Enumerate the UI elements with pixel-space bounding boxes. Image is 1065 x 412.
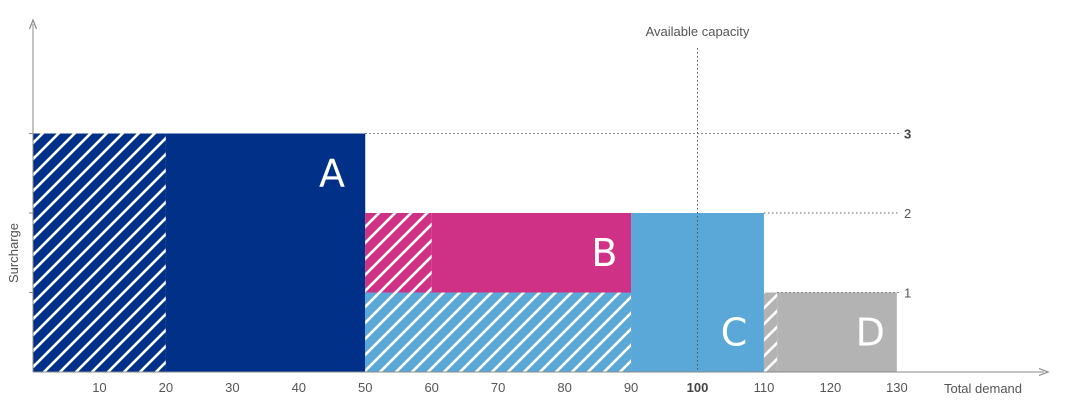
x-tick-label-50: 50 xyxy=(358,380,372,395)
axes xyxy=(28,18,1050,377)
y-tick-label-1: 1 xyxy=(904,286,911,301)
x-tick-label-10: 10 xyxy=(92,380,106,395)
x-tick-label-90: 90 xyxy=(624,380,638,395)
x-tick-label-70: 70 xyxy=(491,380,505,395)
segment-a-solid-1 xyxy=(165,133,366,372)
segment-label-d: D xyxy=(856,310,885,354)
y-tick-label-3: 3 xyxy=(904,127,911,142)
x-tick-label-120: 120 xyxy=(820,380,842,395)
y-axis-arrow xyxy=(28,18,38,30)
segment-label-b: B xyxy=(591,231,617,275)
x-tick-label-60: 60 xyxy=(424,380,438,395)
segment-b-solid-3 xyxy=(431,213,632,293)
segment-d-solid-7 xyxy=(777,292,897,372)
x-tick-label-130: 130 xyxy=(886,380,908,395)
guide-lines xyxy=(365,48,899,372)
segment-label-c: C xyxy=(721,310,748,354)
x-axis-arrow xyxy=(1038,367,1050,377)
x-tick-label-30: 30 xyxy=(225,380,239,395)
capacity-line-label: Available capacity xyxy=(646,24,750,39)
segment-a-hatch-overlay-0 xyxy=(33,133,166,372)
y-axis-title: Surcharge xyxy=(6,223,21,283)
x-tick-label-40: 40 xyxy=(292,380,306,395)
segment-b-hatch-overlay-2 xyxy=(365,213,432,293)
segment-c-hatch-overlay-4 xyxy=(365,292,632,372)
tick-labels: 10 20 30 40 50 60 70 80 90 100 110 120 130 1 2 3 xyxy=(92,127,911,396)
x-tick-label-80: 80 xyxy=(557,380,571,395)
y-tick-label-2: 2 xyxy=(904,206,911,221)
segment-d-hatch-overlay-6 xyxy=(763,292,778,372)
segment-labels: A B C D xyxy=(319,151,885,354)
segment-label-a: A xyxy=(319,151,345,195)
bars-layer xyxy=(33,133,897,372)
x-axis-title: Total demand xyxy=(944,381,1022,396)
x-tick-label-100: 100 xyxy=(687,380,709,395)
x-tick-label-110: 110 xyxy=(754,380,775,395)
x-tick-label-20: 20 xyxy=(159,380,173,395)
